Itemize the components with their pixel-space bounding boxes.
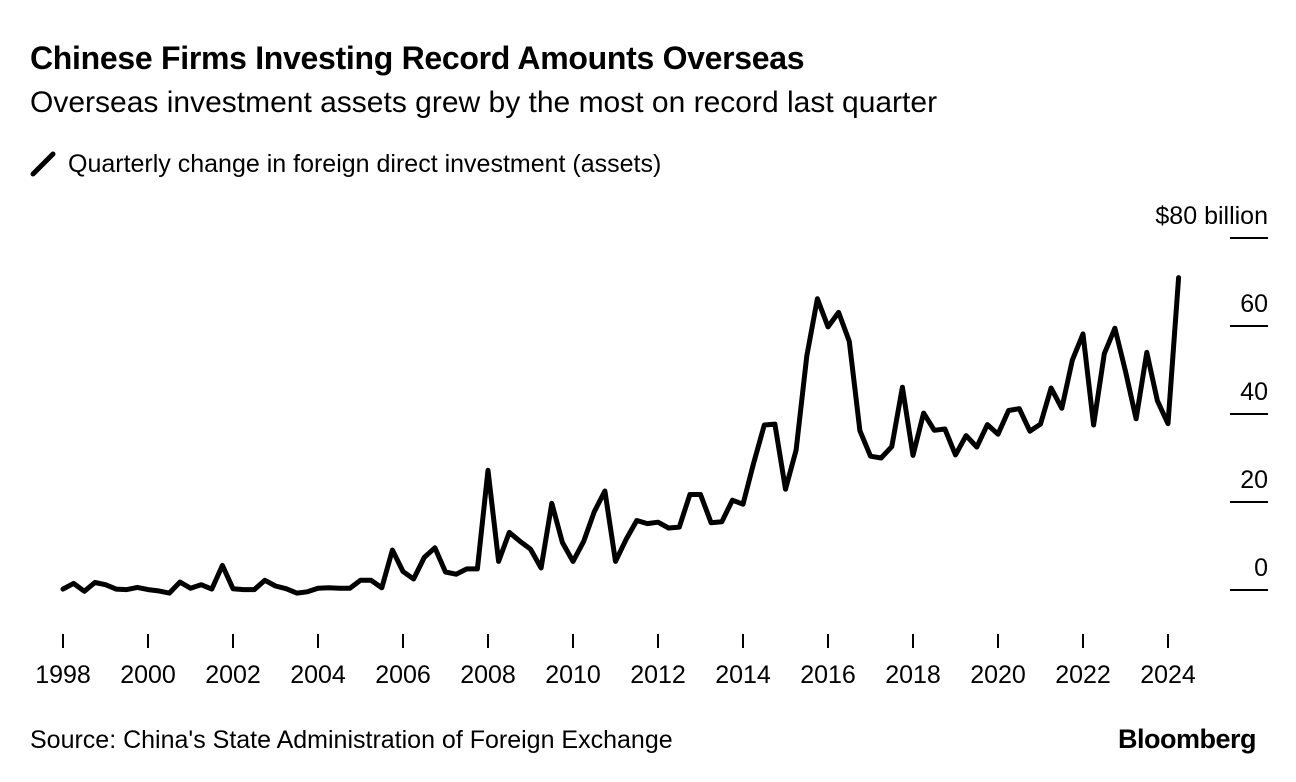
legend-label: Quarterly change in foreign direct inves…	[68, 149, 662, 178]
chart-subtitle: Overseas investment assets grew by the m…	[30, 86, 938, 119]
y-tick-label-0: 0	[1254, 554, 1268, 582]
x-tick-label-2014: 2014	[715, 661, 771, 689]
x-tick-label-2006: 2006	[375, 661, 431, 689]
chart-title: Chinese Firms Investing Record Amounts O…	[30, 40, 805, 76]
x-tick-label-2002: 2002	[205, 661, 261, 689]
x-tick-label-2020: 2020	[970, 661, 1026, 689]
y-tick-label-80: $80 billion	[1155, 202, 1268, 230]
x-tick-label-2004: 2004	[290, 661, 346, 689]
x-tick-label-2010: 2010	[545, 661, 601, 689]
x-tick-label-2008: 2008	[460, 661, 516, 689]
y-tick-label-40: 40	[1240, 378, 1268, 406]
x-tick-label-1998: 1998	[35, 661, 91, 689]
bloomberg-logo: Bloomberg	[1117, 724, 1257, 754]
x-tick-label-2022: 2022	[1055, 661, 1111, 689]
source-note: Source: China's State Administration of …	[30, 726, 673, 754]
x-tick-label-2000: 2000	[120, 661, 176, 689]
x-tick-label-2012: 2012	[630, 661, 686, 689]
x-tick-label-2018: 2018	[885, 661, 941, 689]
legend-line-icon	[30, 151, 56, 177]
series-line-0	[60, 275, 1182, 596]
legend: Quarterly change in foreign direct inves…	[30, 148, 661, 180]
x-tick-label-2024: 2024	[1140, 661, 1196, 689]
x-tick-label-2016: 2016	[800, 661, 856, 689]
y-tick-label-20: 20	[1240, 466, 1268, 494]
y-tick-label-60: 60	[1240, 290, 1268, 318]
